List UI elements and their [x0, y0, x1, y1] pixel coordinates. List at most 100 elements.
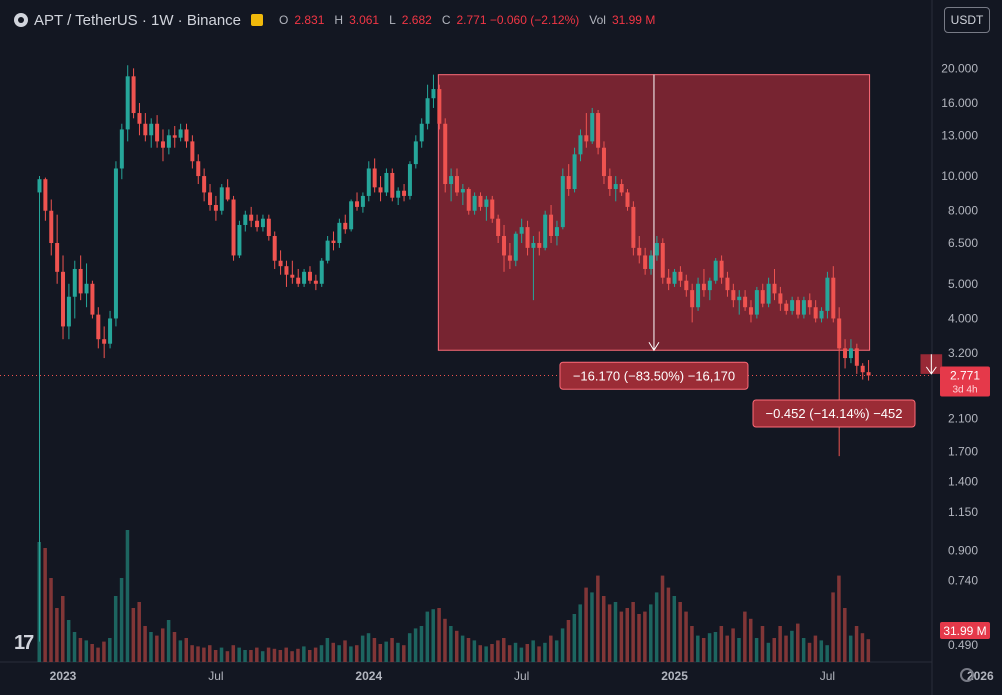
measure-small-label: −0.452 (−14.14%) −452 [766, 406, 903, 421]
volume-badge [940, 622, 990, 639]
candle-body [143, 123, 148, 136]
candle-body [719, 260, 724, 278]
volume-bar [243, 650, 247, 662]
volume-bar [631, 602, 635, 662]
lightning-icon[interactable] [251, 14, 264, 26]
candle [502, 224, 507, 272]
candle [701, 268, 706, 297]
candle [613, 176, 618, 202]
tradingview-logo-icon[interactable]: 17 [14, 632, 34, 654]
volume-bar [325, 638, 330, 662]
candle-body [225, 187, 230, 200]
measure-arrow-head [648, 341, 660, 352]
candle [343, 214, 348, 234]
candle-body [725, 277, 730, 291]
candle-body [155, 123, 160, 142]
candle-body [754, 290, 759, 315]
candle [737, 290, 742, 315]
candle-body [866, 372, 871, 376]
volume-bar [760, 626, 765, 662]
candle [837, 307, 842, 457]
candle-body [772, 283, 777, 294]
candle [255, 214, 260, 232]
candle [266, 214, 271, 241]
candle [61, 255, 66, 340]
volume-bar [801, 638, 806, 662]
candle-body [84, 283, 89, 294]
volume-bar [666, 587, 671, 662]
y-tick-label: 0.490 [948, 638, 978, 652]
volume-bar [255, 647, 259, 662]
volume-bar [837, 575, 841, 662]
gear-icon[interactable] [960, 668, 974, 682]
volume-bar [613, 602, 618, 662]
candle-body [519, 227, 524, 234]
candle [584, 113, 589, 148]
candle [231, 195, 236, 261]
candle-body [813, 307, 818, 319]
candle-body [296, 277, 301, 284]
candle [243, 210, 248, 232]
candle [325, 235, 330, 264]
volume-bar [231, 645, 236, 662]
candle-body [778, 293, 783, 304]
candle-body [654, 243, 659, 256]
candle-body [490, 199, 495, 219]
volume-bar [390, 638, 394, 662]
candle [766, 277, 771, 308]
measure-small-label-bg [752, 399, 916, 428]
symbol-title[interactable]: APT / TetherUS · 1W · Binance [34, 11, 242, 29]
candle [649, 250, 654, 275]
volume-bar [843, 608, 847, 662]
candle-body [355, 201, 360, 207]
volume-bar [460, 635, 465, 662]
volume-bar [108, 638, 112, 662]
volume-bar [690, 626, 694, 662]
volume-bar [607, 604, 612, 662]
open-label: O [279, 13, 289, 27]
volume-value: 31.99 M [611, 13, 656, 27]
currency-selector-button[interactable]: USDT [944, 7, 990, 33]
y-tick-label: 1.400 [948, 475, 978, 489]
candle [725, 271, 730, 297]
volume-bar [355, 645, 359, 662]
volume-bar [196, 646, 200, 662]
candle-body [343, 222, 348, 230]
candle [378, 176, 383, 202]
candle-body [837, 318, 842, 349]
volume-bar [407, 633, 412, 662]
candle-body [513, 233, 518, 261]
candle [643, 247, 648, 275]
candle-body [854, 348, 859, 366]
candle-body [737, 296, 742, 301]
close-value: 2.771 −0.060 (−2.12%) [456, 13, 580, 27]
candle [596, 109, 601, 155]
candle [866, 360, 871, 381]
candle-body [360, 195, 365, 207]
volume-bar [701, 638, 706, 662]
candle-body [443, 123, 448, 185]
candle [331, 231, 336, 251]
candle [184, 123, 189, 148]
candle-body [61, 271, 66, 327]
volume-bar [596, 575, 600, 662]
candle [743, 290, 748, 311]
volume-bar [302, 646, 306, 662]
candle-body [137, 113, 142, 124]
volume-bar [772, 638, 776, 662]
y-tick-label: 6.500 [948, 236, 978, 250]
volume-bar [119, 578, 124, 662]
candle-body [302, 271, 307, 284]
candle-body [396, 190, 401, 198]
candle-body [172, 135, 177, 138]
volume-bar [766, 642, 771, 662]
x-tick-label: 2025 [661, 669, 688, 683]
y-tick-label: 1.150 [948, 505, 978, 519]
volume-bar [360, 635, 365, 662]
volume-bar [578, 604, 582, 662]
x-tick-label: Jul [514, 669, 529, 683]
volume-bar [307, 650, 312, 662]
candle [313, 274, 318, 291]
candle [860, 363, 865, 380]
